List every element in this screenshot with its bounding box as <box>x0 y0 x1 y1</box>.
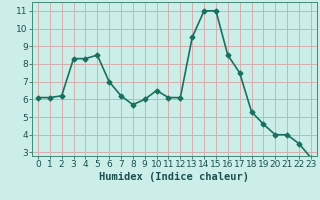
X-axis label: Humidex (Indice chaleur): Humidex (Indice chaleur) <box>100 172 249 182</box>
